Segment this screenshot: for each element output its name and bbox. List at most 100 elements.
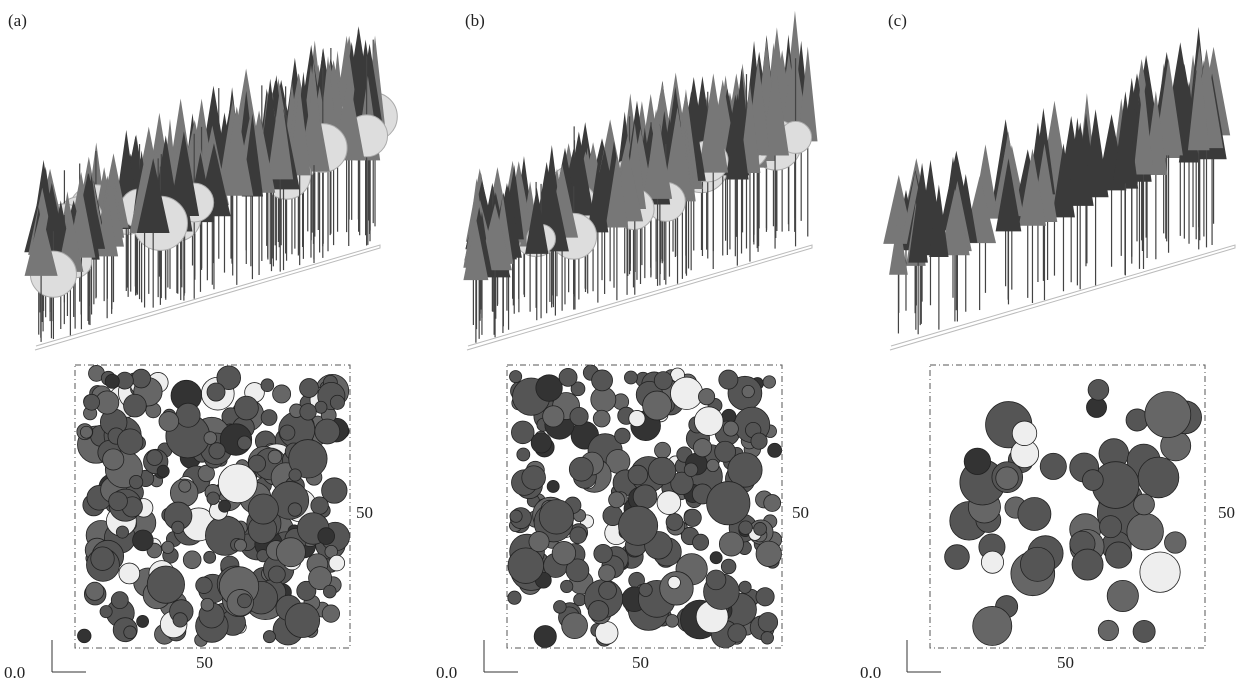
- crown: [710, 552, 722, 564]
- crown: [132, 369, 151, 388]
- crown: [318, 528, 335, 545]
- crown: [639, 583, 652, 596]
- crown: [207, 383, 225, 401]
- crown: [531, 433, 551, 453]
- crown: [756, 588, 774, 606]
- crown: [539, 500, 573, 534]
- crown: [234, 539, 246, 551]
- crown: [643, 391, 672, 420]
- crown: [1165, 532, 1187, 554]
- crown: [124, 394, 147, 417]
- crown: [739, 581, 751, 593]
- crown: [323, 585, 336, 598]
- crown: [1088, 379, 1109, 400]
- crown: [609, 492, 625, 508]
- crown: [510, 510, 522, 522]
- crown: [569, 457, 593, 481]
- crown: [157, 465, 169, 477]
- crown: [285, 603, 320, 638]
- crown: [261, 379, 274, 392]
- crown: [764, 495, 781, 512]
- crown: [668, 576, 680, 588]
- crown: [570, 407, 588, 425]
- crown: [289, 469, 301, 481]
- x-extent-label: 50: [1057, 653, 1074, 672]
- crown: [133, 530, 154, 551]
- crown: [629, 410, 645, 426]
- crown: [615, 428, 631, 444]
- crown: [311, 497, 329, 515]
- x-extent-label: 50: [196, 653, 213, 672]
- crown: [599, 582, 617, 600]
- crown: [599, 565, 616, 582]
- crown: [268, 566, 285, 583]
- crown: [517, 448, 530, 461]
- crown: [137, 615, 149, 627]
- crown: [648, 457, 675, 484]
- crown: [559, 368, 577, 386]
- crown: [1140, 552, 1180, 592]
- crown: [561, 580, 573, 592]
- crown: [204, 432, 217, 445]
- crown: [159, 412, 179, 432]
- crown: [693, 439, 711, 457]
- ground: [890, 245, 1235, 350]
- crown: [698, 389, 714, 405]
- crown: [78, 629, 92, 643]
- crown: [684, 509, 701, 526]
- crown: [562, 613, 588, 639]
- crown: [1100, 516, 1122, 538]
- crown: [728, 624, 746, 642]
- crown: [280, 425, 295, 440]
- crown: [300, 379, 319, 398]
- crown: [237, 594, 251, 608]
- crown: [100, 606, 112, 618]
- crown: [1127, 513, 1164, 550]
- y-extent-label: 50: [1218, 503, 1235, 522]
- crown: [758, 612, 777, 631]
- crown: [1106, 542, 1132, 568]
- crown: [147, 566, 184, 603]
- crown: [1020, 547, 1054, 581]
- crown: [529, 532, 549, 552]
- crown: [543, 406, 564, 427]
- crown: [510, 370, 522, 382]
- panel-label: (c): [888, 11, 907, 30]
- crown: [552, 541, 576, 565]
- crown: [329, 555, 345, 571]
- crown: [574, 594, 586, 606]
- crown: [595, 622, 618, 645]
- crown: [209, 443, 225, 459]
- crown: [315, 401, 327, 413]
- crown: [723, 421, 738, 436]
- axis-arrows: [484, 640, 518, 672]
- crown: [657, 491, 681, 515]
- crown: [273, 385, 291, 403]
- crown: [1040, 453, 1066, 479]
- crown: [173, 613, 187, 627]
- crown: [981, 551, 1003, 573]
- crown: [628, 465, 648, 485]
- crown: [204, 551, 216, 563]
- crown: [261, 410, 277, 426]
- crown: [751, 433, 767, 449]
- panel-label: (b): [465, 11, 485, 30]
- crown: [1082, 470, 1103, 491]
- crown: [117, 429, 142, 454]
- y-extent-label: 50: [356, 503, 373, 522]
- crown: [109, 492, 128, 511]
- x-extent-label: 50: [632, 653, 649, 672]
- crown: [218, 500, 230, 512]
- crown: [693, 534, 709, 550]
- axis-arrows: [907, 640, 941, 672]
- panel: (b) 50 50 0.0: [436, 11, 817, 681]
- figure: (a) 50 50 0.0 (b) 50 50 0.0 (c) 50 50 0.…: [0, 0, 1242, 681]
- crown: [1138, 457, 1179, 498]
- crown: [536, 375, 562, 401]
- crown: [196, 577, 213, 594]
- crown: [1012, 421, 1036, 445]
- crown: [119, 563, 140, 584]
- crown: [1133, 620, 1155, 642]
- crown: [124, 626, 137, 639]
- crown: [1145, 392, 1191, 438]
